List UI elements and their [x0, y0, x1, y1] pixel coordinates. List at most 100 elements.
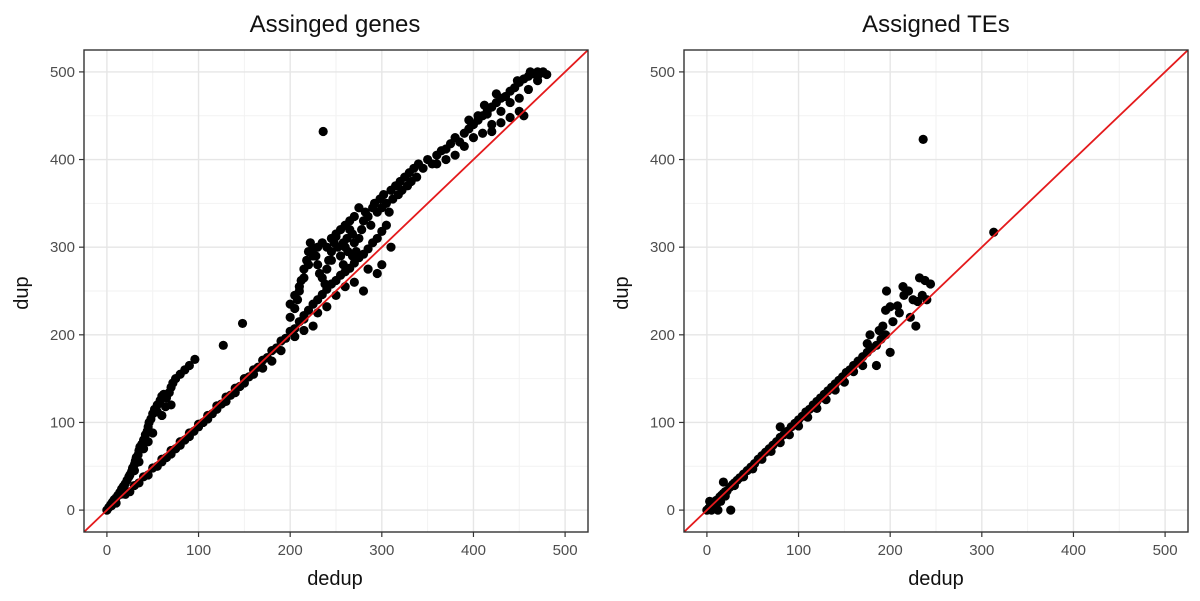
x-tick-label: 0	[103, 542, 111, 559]
x-tick-label: 200	[878, 542, 903, 559]
data-point	[290, 290, 300, 300]
x-axis-label: dedup	[307, 568, 363, 590]
data-point	[326, 255, 337, 265]
data-point	[349, 277, 359, 287]
data-point	[450, 150, 460, 160]
data-point	[899, 290, 909, 300]
data-point	[713, 505, 723, 515]
y-tick-label: 500	[650, 64, 675, 81]
data-point	[487, 126, 497, 137]
x-tick-label: 400	[1061, 542, 1086, 559]
x-tick-label: 200	[278, 542, 303, 559]
data-point	[514, 93, 524, 103]
data-point	[705, 496, 715, 506]
data-point	[157, 410, 167, 421]
data-point	[299, 314, 309, 324]
data-point	[496, 106, 506, 116]
data-point	[218, 340, 228, 350]
data-point	[331, 229, 341, 239]
data-point	[258, 363, 268, 373]
data-point	[308, 251, 318, 261]
data-point	[775, 422, 785, 432]
data-point	[479, 100, 490, 110]
data-point	[766, 446, 776, 456]
data-point	[473, 111, 483, 121]
data-point	[525, 67, 535, 77]
data-point	[320, 279, 330, 289]
panel-assigned-tes: Assigned TEs dedup dup 0 100 200 300 400 500 0…	[611, 11, 1189, 590]
identity-line	[84, 50, 588, 532]
y-tick-label: 100	[650, 414, 675, 431]
data-point	[372, 233, 382, 244]
data-point	[237, 318, 248, 329]
data-point	[830, 385, 840, 395]
data-point	[905, 312, 915, 322]
data-point	[885, 347, 895, 357]
data-point	[538, 67, 548, 77]
data-point	[381, 220, 391, 230]
data-point	[294, 282, 304, 292]
panel-border	[83, 49, 589, 533]
data-point	[881, 305, 891, 315]
panel-assigned-genes: Assinged genes dedup dup 0 100 200 300 400 50…	[11, 11, 589, 590]
data-point	[729, 480, 740, 491]
data-point	[918, 134, 928, 144]
y-tick-label: 0	[667, 502, 675, 519]
y-axis-label: dup	[11, 276, 33, 309]
data-point	[911, 321, 921, 331]
data-point	[184, 360, 194, 371]
data-point	[865, 330, 875, 340]
data-point	[418, 163, 428, 173]
data-point	[148, 428, 158, 438]
data-point	[285, 299, 295, 309]
data-point	[381, 198, 391, 208]
data-point	[888, 317, 898, 327]
x-tick-label: 0	[703, 542, 711, 559]
data-point	[848, 367, 859, 377]
data-point	[366, 220, 376, 230]
x-tick-label: 300	[969, 542, 994, 559]
data-point	[354, 233, 364, 244]
data-point	[338, 238, 348, 248]
data-point	[496, 118, 506, 128]
data-point	[322, 264, 332, 274]
data-point	[111, 498, 121, 508]
data-point	[386, 242, 396, 252]
x-tick-label: 300	[369, 542, 394, 559]
data-point	[354, 203, 364, 213]
chart-title: Assinged genes	[250, 11, 421, 38]
y-tick-label: 500	[50, 64, 75, 81]
data-point	[726, 505, 736, 515]
data-point	[357, 225, 367, 235]
identity-line	[684, 50, 1188, 532]
data-point	[878, 321, 888, 331]
data-point	[363, 264, 373, 274]
data-point	[464, 115, 474, 125]
y-tick-label: 200	[50, 327, 75, 344]
data-point	[478, 128, 488, 138]
data-point	[129, 466, 139, 476]
y-axis-label: dup	[611, 276, 633, 309]
y-tick-label: 300	[50, 239, 75, 256]
data-point	[372, 268, 382, 279]
data-point	[276, 345, 286, 356]
data-point	[894, 308, 904, 318]
data-point	[775, 438, 785, 448]
data-point	[757, 454, 767, 464]
data-point	[379, 190, 389, 200]
x-tick-label: 100	[786, 542, 811, 559]
data-point	[363, 211, 373, 222]
data-point	[925, 279, 936, 289]
y-tick-label: 300	[650, 239, 675, 256]
data-point	[358, 286, 369, 296]
data-point	[432, 159, 442, 169]
data-point	[290, 324, 300, 334]
data-point	[748, 464, 758, 474]
x-tick-label: 500	[1153, 542, 1178, 559]
data-point	[377, 260, 387, 270]
data-point	[523, 84, 534, 95]
data-point	[313, 242, 323, 252]
data-point	[143, 437, 153, 447]
